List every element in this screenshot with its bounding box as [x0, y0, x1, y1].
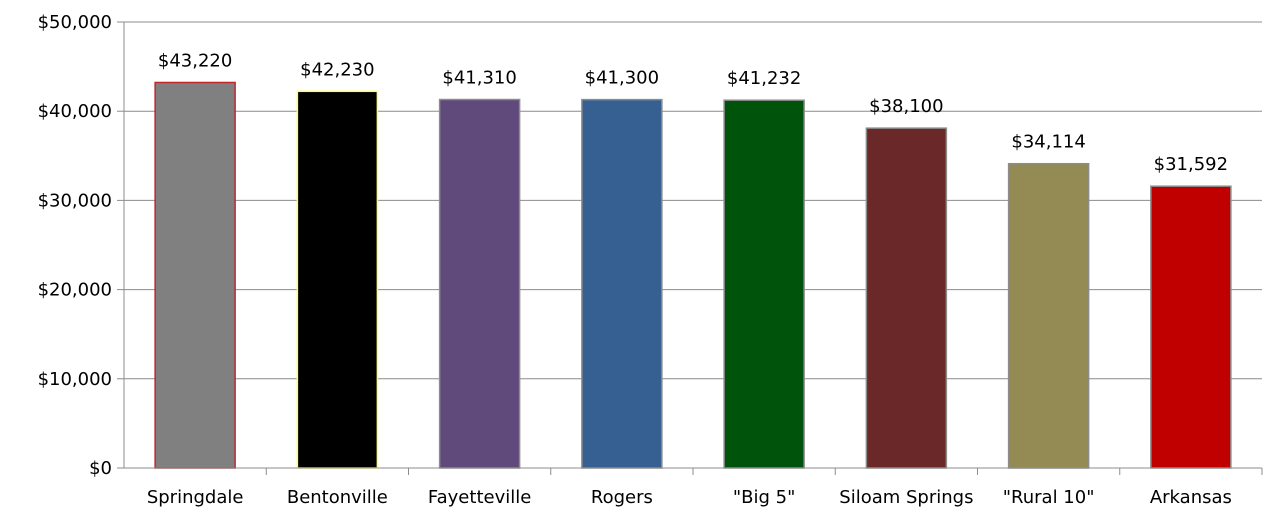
x-category-label: Siloam Springs — [839, 487, 973, 508]
bar — [723, 99, 805, 469]
bar — [154, 81, 236, 469]
bar — [581, 98, 663, 469]
data-label: $41,310 — [442, 68, 516, 89]
x-category-label: Fayetteville — [428, 487, 531, 508]
data-label: $38,100 — [869, 96, 943, 117]
data-label: $43,220 — [158, 50, 232, 71]
x-category-label: "Rural 10" — [1003, 487, 1095, 508]
data-label: $41,300 — [585, 68, 659, 89]
y-axis-tick-labels: $0 $10,000 $20,000 $30,000 $40,000 $50,000 — [38, 12, 112, 479]
bar — [296, 90, 379, 469]
data-labels: $43,220 $42,230 $41,310 $41,300 $41,232 $38,1… — [158, 50, 1228, 175]
y-tick-label: $50,000 — [38, 12, 112, 33]
y-tick-label: $10,000 — [38, 369, 112, 390]
y-tick-label: $0 — [89, 458, 112, 479]
x-category-label: Rogers — [591, 487, 653, 508]
bar — [1007, 162, 1090, 469]
x-category-label: Springdale — [147, 487, 244, 508]
y-tick-label: $30,000 — [38, 190, 112, 211]
bar — [865, 127, 948, 469]
x-category-label: Arkansas — [1150, 487, 1232, 508]
x-axis-category-labels: Springdale Bentonville Fayetteville Rogers "… — [147, 487, 1232, 508]
data-label: $41,232 — [727, 68, 801, 89]
gridlines — [117, 21, 1263, 475]
x-category-label: Bentonville — [287, 487, 388, 508]
y-tick-label: $20,000 — [38, 280, 112, 301]
data-label: $42,230 — [300, 59, 374, 80]
x-category-label: "Big 5" — [733, 487, 796, 508]
bar — [438, 98, 521, 469]
y-tick-label: $40,000 — [38, 101, 112, 122]
data-label: $31,592 — [1154, 154, 1228, 175]
bars — [154, 81, 1232, 469]
bar — [1150, 185, 1232, 469]
data-label: $34,114 — [1011, 132, 1085, 153]
